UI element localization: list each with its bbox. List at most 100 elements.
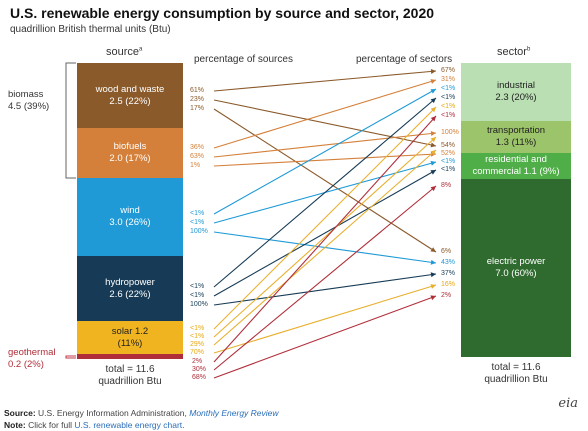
pct-sources-header: percentage of sources <box>194 54 293 65</box>
pct-sectors-header: percentage of sectors <box>356 54 453 65</box>
transportation-label: transportation <box>486 125 546 136</box>
flow-line-bio-5 <box>213 153 437 167</box>
geothermal-value: 0.2 (2%) <box>8 359 44 370</box>
footer-note-text: Click for full <box>28 420 73 430</box>
flow-arrow-hydro-10 <box>430 170 436 175</box>
pct-hydro-industrial: <1% <box>190 283 205 290</box>
flow-arrow-hydro-9 <box>430 98 436 104</box>
flow-arrow-geo-16 <box>430 116 436 122</box>
biomass-bracket <box>65 62 76 179</box>
flow-line-bio-4 <box>213 132 437 158</box>
flow-arrow-solar-15 <box>430 284 436 289</box>
source-biofuels: biofuels 2.0 (17%) <box>77 128 183 178</box>
solar-value: (11%) <box>117 337 143 349</box>
flow-arrow-bio-3 <box>430 79 436 84</box>
pct-wood-industrial: 61% <box>190 87 205 94</box>
page-title: U.S. renewable energy consumption by sou… <box>10 5 435 21</box>
pct-residential-wind: <1% <box>441 158 456 165</box>
pct-industrial-biofuels: 31% <box>441 76 456 83</box>
sector-transportation: transportation 1.3 (11%) <box>461 121 571 153</box>
pct-residential-geo: 8% <box>441 182 452 189</box>
source-total: total = 11.6 quadrillion Btu <box>80 364 180 388</box>
wind-label: wind <box>120 205 140 216</box>
geothermal-bracket <box>65 355 76 359</box>
pct-residential-wood: 54% <box>441 142 456 149</box>
flow-line-solar-14 <box>213 149 437 346</box>
pct-residential-biofuels: 52% <box>441 150 456 157</box>
electric-value: 7.0 (60%) <box>495 268 537 279</box>
pct-wind-industrial: <1% <box>190 210 205 217</box>
biomass-value: 4.5 (39%) <box>8 101 50 112</box>
solar-label: solar 1.2 <box>111 325 149 337</box>
flow-arrow-solar-12 <box>430 107 436 113</box>
sector-industrial: industrial 2.3 (20%) <box>461 63 571 121</box>
flow-line-solar-13 <box>213 136 437 338</box>
footer-source-label: Source: <box>4 408 36 418</box>
pct-geo-residential: 30% <box>192 366 207 373</box>
flow-arrow-geo-17 <box>430 186 436 192</box>
footer-source: Source: U.S. Energy Information Administ… <box>4 408 279 418</box>
flow-arrow-wood-0 <box>430 68 436 74</box>
pct-electric-hydro: 37% <box>441 270 456 277</box>
pct-hydro-electric: 100% <box>190 301 208 308</box>
eia-logo: eia <box>558 396 578 411</box>
biofuels-label: biofuels <box>113 141 147 152</box>
flow-arrow-wood-2 <box>430 247 436 252</box>
sector-electric-power: electric power 7.0 (60%) <box>461 179 571 357</box>
pct-solar-industrial: <1% <box>190 325 205 332</box>
monthly-energy-review-link[interactable]: Monthly Energy Review <box>189 408 279 418</box>
flow-line-geo-18 <box>213 295 437 379</box>
pct-solar-residential: 29% <box>190 341 205 348</box>
wood-value: 2.5 (22%) <box>109 95 151 107</box>
residential-label: residential and <box>485 154 547 165</box>
pct-biofuels-industrial: 36% <box>190 144 205 151</box>
flow-arrow-geo-18 <box>430 295 436 301</box>
pct-industrial-hydro: <1% <box>441 94 456 101</box>
pct-solar-transportation: <1% <box>190 333 205 340</box>
pct-industrial-geo: <1% <box>441 112 456 119</box>
pct-biofuels-transportation: 63% <box>190 153 205 160</box>
footer-note-label: Note: <box>4 420 26 430</box>
sector-total-line1: total = 11.6 <box>491 362 541 373</box>
flow-line-bio-3 <box>213 79 437 149</box>
pct-wind-electric: 100% <box>190 228 208 235</box>
industrial-value: 2.3 (20%) <box>495 92 537 103</box>
sector-total-line2: quadrillion Btu <box>484 374 548 385</box>
flow-line-wood-2 <box>213 108 437 253</box>
transportation-value: 1.3 (11%) <box>495 137 537 148</box>
source-wood-and-waste: wood and waste 2.5 (22%) <box>77 63 183 128</box>
flow-line-hydro-9 <box>213 97 437 288</box>
biomass-label: biomass <box>8 89 44 100</box>
pct-electric-solar: 16% <box>441 281 456 288</box>
pct-solar-electric: 70% <box>190 349 205 356</box>
flow-line-solar-12 <box>213 106 437 330</box>
pct-wind-residential: <1% <box>190 219 205 226</box>
pct-electric-geo: 2% <box>441 292 452 299</box>
wind-value: 3.0 (26%) <box>109 217 151 228</box>
sector-total: total = 11.6 quadrillion Btu <box>466 362 566 386</box>
flow-line-hydro-10 <box>213 169 437 297</box>
flow-line-wood-0 <box>213 70 437 92</box>
source-solar: solar 1.2 (11%) <box>77 321 183 354</box>
footer-note-end: . <box>182 420 185 430</box>
footer-source-text: U.S. Energy Information Administration, <box>38 408 187 418</box>
industrial-label: industrial <box>496 80 536 91</box>
renewable-energy-chart-link[interactable]: U.S. renewable energy chart <box>74 420 183 430</box>
hydropower-label: hydropower <box>105 276 155 288</box>
source-total-line1: total = 11.6 <box>105 364 155 375</box>
flow-line-wood-1 <box>213 99 437 147</box>
flow-line-solar-15 <box>213 284 437 354</box>
pct-transportation-biofuels: 100% <box>441 129 459 136</box>
flow-arrow-solar-13 <box>430 137 436 143</box>
sector-header: sectorb <box>497 46 531 58</box>
pct-industrial-solar: <1% <box>441 103 456 110</box>
pct-geo-electric: 68% <box>192 374 207 381</box>
flow-arrow-solar-14 <box>430 150 436 156</box>
flow-line-geo-17 <box>213 185 437 371</box>
pct-wood-electric: 17% <box>190 105 205 112</box>
flow-line-geo-16 <box>213 115 437 363</box>
pct-electric-wood: 6% <box>441 248 452 255</box>
geothermal-label: geothermal <box>8 347 56 358</box>
pct-biofuels-residential: 1% <box>190 162 201 169</box>
source-total-line2: quadrillion Btu <box>98 376 162 387</box>
